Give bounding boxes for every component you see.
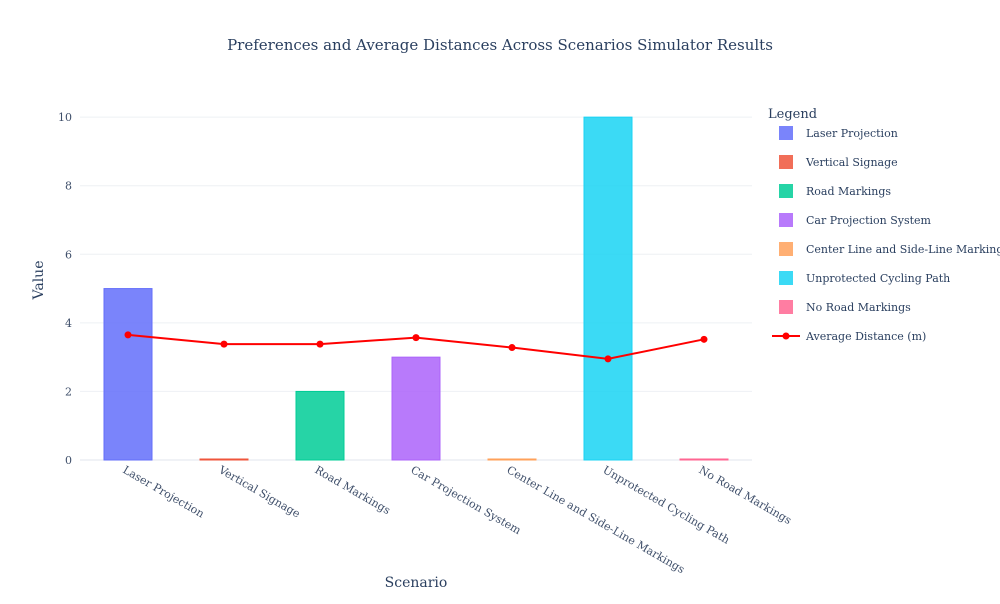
average-distance-point xyxy=(124,331,132,339)
legend: Legend Laser Projection Vertical Signage R… xyxy=(768,107,1000,343)
average-line-layer xyxy=(124,331,708,363)
legend-swatch[interactable] xyxy=(779,271,793,285)
x-axis-title: Scenario xyxy=(385,575,448,591)
y-tick-label: 0 xyxy=(65,454,72,467)
bar xyxy=(199,458,249,461)
legend-swatch[interactable] xyxy=(779,242,793,256)
legend-label[interactable]: No Road Markings xyxy=(806,301,911,314)
legend-swatch[interactable] xyxy=(779,213,793,227)
legend-label[interactable]: Unprotected Cycling Path xyxy=(806,272,950,285)
x-tick-label: Center Line and Side-Line Markings xyxy=(505,463,688,576)
x-tick-label: Vertical Signage xyxy=(216,463,303,521)
legend-swatch[interactable] xyxy=(779,155,793,169)
average-distance-point xyxy=(604,355,612,363)
average-distance-point xyxy=(700,335,708,343)
legend-swatch[interactable] xyxy=(779,126,793,140)
y-axis-title: Value xyxy=(31,261,47,301)
bar xyxy=(583,116,633,461)
legend-label[interactable]: Car Projection System xyxy=(806,214,932,227)
bars xyxy=(103,116,729,461)
legend-label[interactable]: Average Distance (m) xyxy=(805,330,926,343)
legend-label[interactable]: Vertical Signage xyxy=(805,156,898,169)
y-tick-label: 6 xyxy=(65,248,72,261)
legend-label[interactable]: Road Markings xyxy=(806,185,891,198)
bar xyxy=(679,458,729,461)
x-tick-label: Laser Projection xyxy=(121,463,207,520)
x-tick-labels: Laser Projection Vertical Signage Road Mar… xyxy=(121,463,795,576)
legend-title: Legend xyxy=(768,107,817,122)
y-tick-label: 4 xyxy=(65,317,72,330)
average-distance-point xyxy=(412,334,420,342)
x-tick-label: No Road Markings xyxy=(697,463,795,527)
bar xyxy=(103,288,153,461)
legend-label[interactable]: Center Line and Side-Line Markings xyxy=(806,243,1000,256)
y-tick-label: 2 xyxy=(65,385,72,398)
bar xyxy=(391,356,441,461)
x-tick-label: Road Markings xyxy=(313,463,393,517)
y-tick-label: 8 xyxy=(65,180,72,193)
legend-label[interactable]: Laser Projection xyxy=(806,127,898,140)
average-distance-point xyxy=(316,340,324,348)
average-distance-point xyxy=(508,344,516,352)
gridlines xyxy=(80,116,752,461)
legend-swatch[interactable] xyxy=(779,300,793,314)
y-tick-label: 10 xyxy=(58,111,72,124)
bar xyxy=(295,390,345,461)
average-distance-point xyxy=(220,340,228,348)
bar xyxy=(487,458,537,461)
legend-swatch[interactable] xyxy=(779,184,793,198)
y-tick-labels: 0 2 4 6 8 10 xyxy=(58,111,72,467)
legend-line-marker[interactable] xyxy=(782,332,790,340)
chart-title: Preferences and Average Distances Across… xyxy=(227,36,773,54)
